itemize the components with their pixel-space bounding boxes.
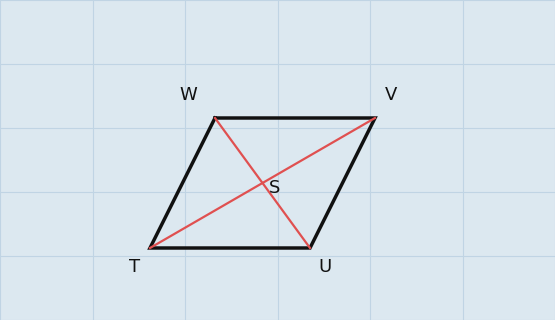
Text: S: S [269, 179, 280, 197]
Text: U: U [318, 258, 331, 276]
Text: V: V [385, 86, 397, 104]
Text: T: T [129, 258, 140, 276]
Text: W: W [179, 86, 197, 104]
